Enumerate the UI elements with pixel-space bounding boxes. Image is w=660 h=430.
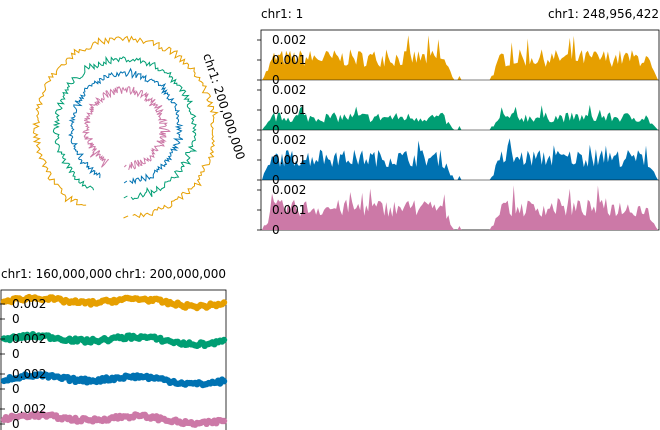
circular-track-3 — [68, 67, 184, 185]
area-track-1-gap-mark — [457, 76, 462, 80]
area-y-tick-label: 0.002 — [272, 183, 306, 197]
area-y-tick-label: 0 — [272, 223, 280, 237]
area-track-2-gap-mark — [457, 126, 462, 130]
area-track-2-segment-2 — [489, 104, 658, 130]
area-y-tick-label: 0.002 — [272, 33, 306, 47]
zoom-start-label: chr1: 160,000,000 — [1, 267, 112, 281]
scatter-track-1-point — [220, 299, 228, 306]
area-y-tick-label: 0.001 — [272, 53, 306, 67]
area-track-1-segment-1 — [262, 35, 455, 80]
scatter-y-tick-label: 0.002 — [12, 402, 46, 416]
circular-region-label: chr1: 200,000,000 — [200, 52, 248, 162]
area-track-4-segment-1 — [262, 188, 455, 230]
scatter-y-tick-label: 0 — [12, 417, 20, 430]
circular-track-2-gap-piece — [123, 195, 128, 199]
area-track-3-segment-2 — [489, 138, 658, 180]
area-track-2-segment-1 — [262, 106, 455, 130]
zoom-end-label: chr1: 200,000,000 — [115, 267, 226, 281]
circular-track-4 — [82, 85, 171, 171]
circular-track-2 — [52, 55, 198, 201]
circular-track-1 — [32, 35, 219, 219]
area-y-tick-label: 0.001 — [272, 153, 306, 167]
area-track-3-gap-mark — [457, 176, 462, 180]
circular-track-3-gap-piece — [123, 180, 128, 184]
circular-track-4-gap-piece — [123, 164, 127, 168]
area-track-1-segment-2 — [489, 35, 658, 80]
scatter-y-tick-label: 0 — [12, 382, 20, 396]
linear-start-label: chr1: 1 — [261, 7, 303, 21]
scatter-plot-frame — [0, 289, 227, 430]
area-track-3-segment-1 — [262, 140, 455, 180]
area-track-4-segment-2 — [489, 185, 658, 230]
area-track-4-gap-mark — [457, 226, 462, 230]
linear-area-plot: 0.0020.00100.0020.00100.0020.00100.0020.… — [257, 29, 660, 237]
area-y-tick-label: 0.001 — [272, 103, 306, 117]
area-y-tick-label: 0.001 — [272, 203, 306, 217]
scatter-y-tick-label: 0.002 — [12, 332, 46, 346]
scatter-y-tick-label: 0.002 — [12, 297, 46, 311]
scatter-y-tick-label: 0 — [12, 347, 20, 361]
scatter-track-4-point — [220, 417, 228, 425]
area-y-tick-label: 0.002 — [272, 83, 306, 97]
scatter-y-tick-label: 0.002 — [12, 367, 46, 381]
scatter-y-tick-label: 0 — [12, 312, 20, 326]
scatter-track-2-point — [220, 336, 228, 344]
area-y-tick-label: 0.002 — [272, 133, 306, 147]
linear-end-label: chr1: 248,956,422 — [548, 7, 659, 21]
circular-track-1-gap-piece — [123, 215, 129, 219]
circular-plot — [32, 35, 219, 219]
scatter-track-3-point — [220, 378, 228, 385]
